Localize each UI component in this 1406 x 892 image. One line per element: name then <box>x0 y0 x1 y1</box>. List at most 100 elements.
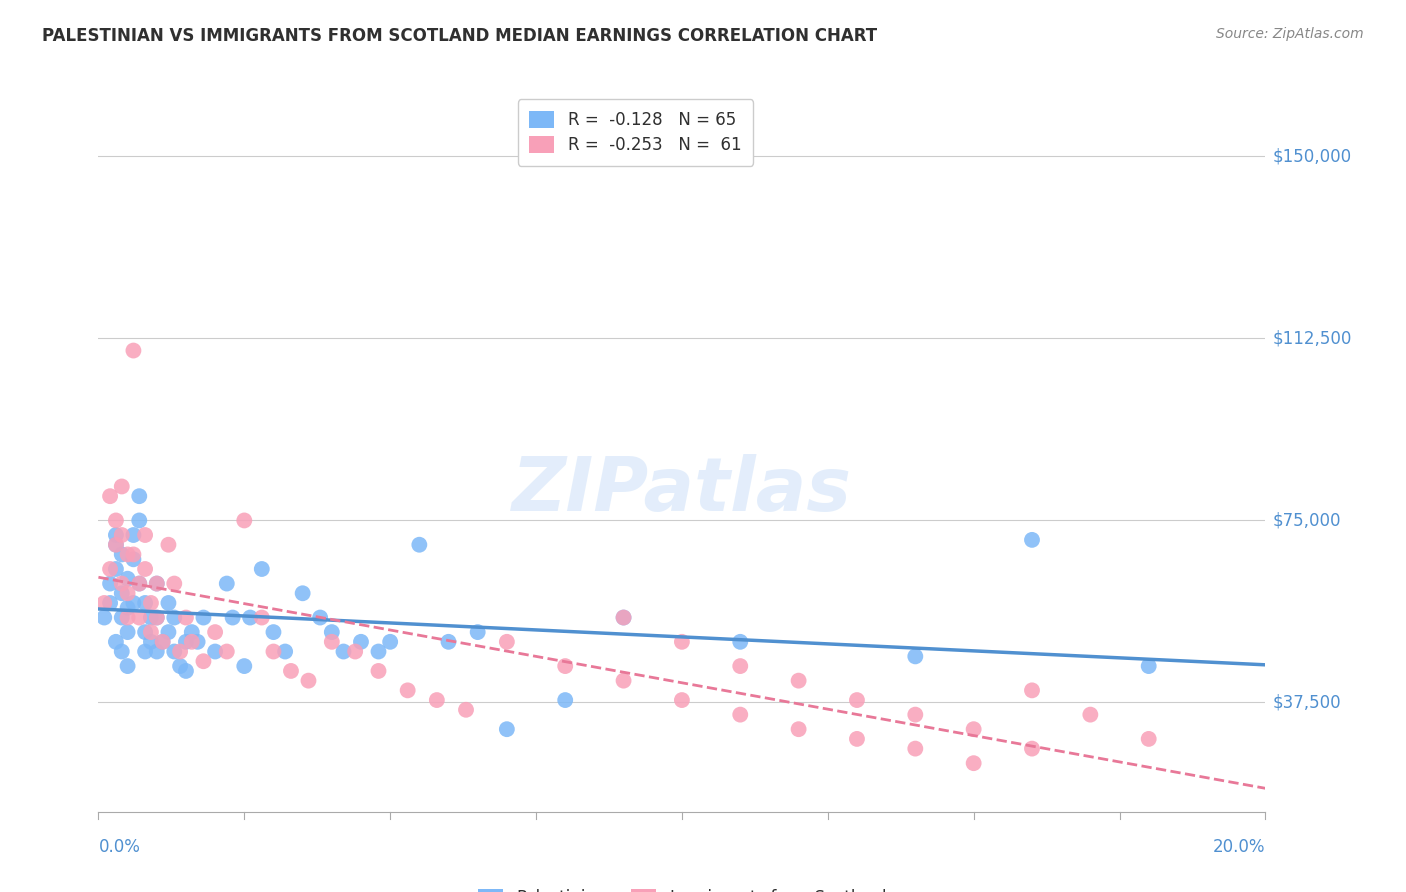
Point <box>904 707 927 722</box>
Point <box>174 610 197 624</box>
Point <box>554 693 576 707</box>
Point <box>378 635 402 649</box>
Point <box>612 673 634 688</box>
Point <box>122 528 145 542</box>
Text: ZIPatlas: ZIPatlas <box>512 454 852 527</box>
Point <box>274 644 297 658</box>
Point <box>111 576 134 591</box>
Text: 0.0%: 0.0% <box>98 838 141 856</box>
Point <box>128 489 150 503</box>
Point <box>157 625 180 640</box>
Point <box>117 625 139 640</box>
Point <box>174 635 197 649</box>
Point <box>350 635 373 649</box>
Point <box>845 693 868 707</box>
Point <box>262 644 284 658</box>
Point <box>122 343 145 358</box>
Point <box>250 562 273 576</box>
Point <box>962 722 984 736</box>
Point <box>128 610 150 624</box>
Point <box>134 625 156 640</box>
Point <box>233 513 256 527</box>
Point <box>152 635 174 649</box>
Point <box>117 586 139 600</box>
Point <box>396 683 419 698</box>
Point <box>1137 659 1160 673</box>
Point <box>111 479 134 493</box>
Point <box>98 576 121 591</box>
Point <box>233 659 256 673</box>
Point <box>104 538 127 552</box>
Point <box>344 644 367 658</box>
Point <box>612 610 634 624</box>
Point <box>146 610 169 624</box>
Point <box>139 610 162 624</box>
Point <box>262 625 284 640</box>
Point <box>309 610 332 624</box>
Point <box>139 635 162 649</box>
Point <box>904 649 927 664</box>
Point <box>787 673 810 688</box>
Point <box>152 635 174 649</box>
Point <box>367 644 389 658</box>
Point <box>104 562 127 576</box>
Point <box>111 610 134 624</box>
Point <box>193 610 215 624</box>
Point <box>111 586 134 600</box>
Text: Source: ZipAtlas.com: Source: ZipAtlas.com <box>1216 27 1364 41</box>
Point <box>134 644 156 658</box>
Point <box>139 596 162 610</box>
Point <box>128 576 150 591</box>
Point <box>104 635 127 649</box>
Point <box>169 659 191 673</box>
Point <box>215 576 238 591</box>
Text: $112,500: $112,500 <box>1272 329 1351 347</box>
Point <box>139 625 162 640</box>
Point <box>297 673 319 688</box>
Point <box>146 576 169 591</box>
Point <box>321 625 343 640</box>
Point <box>134 596 156 610</box>
Point <box>98 596 121 610</box>
Point <box>117 600 139 615</box>
Text: $75,000: $75,000 <box>1272 511 1341 530</box>
Point <box>437 635 460 649</box>
Point <box>495 635 517 649</box>
Point <box>146 576 169 591</box>
Point <box>111 644 134 658</box>
Point <box>1021 533 1043 547</box>
Point <box>93 596 115 610</box>
Point <box>1021 741 1043 756</box>
Point <box>163 644 186 658</box>
Text: $150,000: $150,000 <box>1272 147 1351 165</box>
Point <box>180 625 202 640</box>
Point <box>122 552 145 566</box>
Text: $37,500: $37,500 <box>1272 693 1341 712</box>
Point <box>117 659 139 673</box>
Point <box>111 528 134 542</box>
Point <box>187 635 209 649</box>
Point <box>612 610 634 624</box>
Point <box>163 576 186 591</box>
Point <box>134 562 156 576</box>
Point <box>221 610 243 624</box>
Point <box>845 731 868 746</box>
Point <box>157 596 180 610</box>
Point <box>117 548 139 562</box>
Point <box>962 756 984 771</box>
Point <box>554 659 576 673</box>
Point <box>122 548 145 562</box>
Point <box>408 538 430 552</box>
Legend: R =  -0.128   N = 65, R =  -0.253   N =  61: R = -0.128 N = 65, R = -0.253 N = 61 <box>517 99 752 166</box>
Point <box>146 610 169 624</box>
Point <box>180 635 202 649</box>
Point <box>239 610 262 624</box>
Point <box>111 548 134 562</box>
Point <box>495 722 517 736</box>
Point <box>728 659 751 673</box>
Point <box>426 693 449 707</box>
Point <box>117 572 139 586</box>
Point <box>204 625 226 640</box>
Point <box>1021 683 1043 698</box>
Point <box>671 635 693 649</box>
